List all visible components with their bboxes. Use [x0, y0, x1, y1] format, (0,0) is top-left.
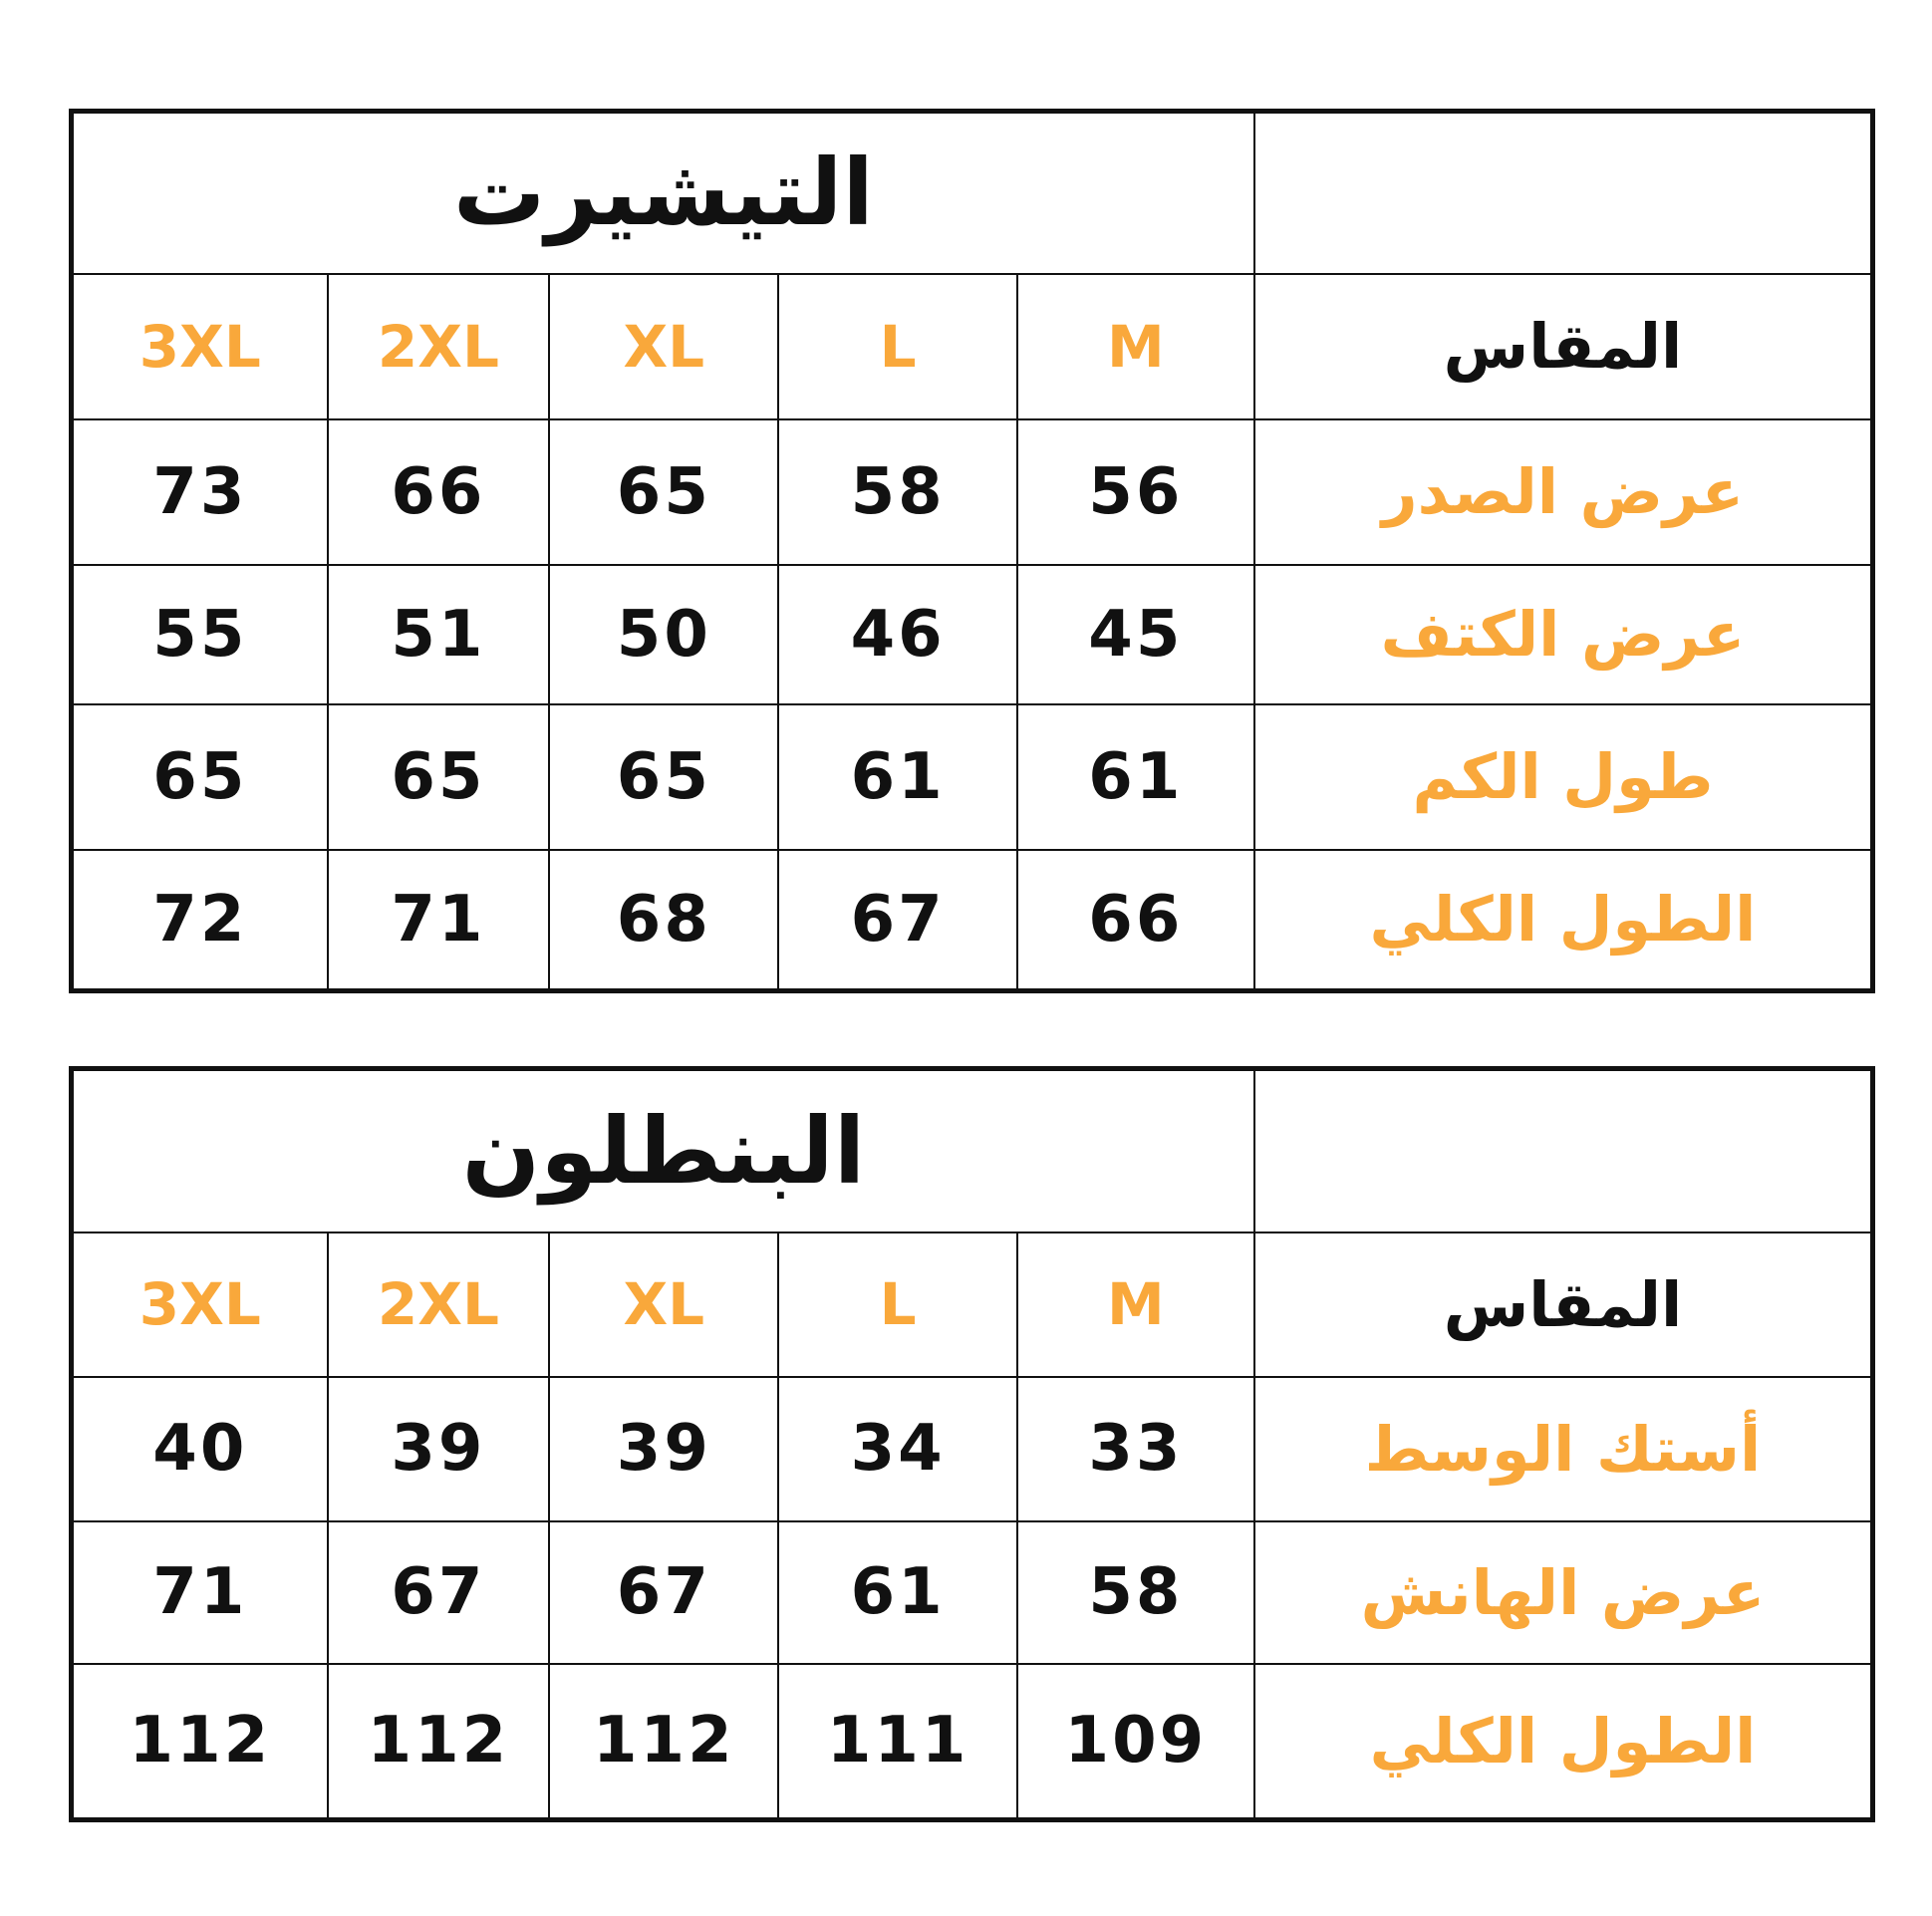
cell: 45	[1015, 563, 1255, 705]
size-header-label: المقاس	[1252, 272, 1874, 420]
table-row: 73 66 65 58 56 عرض الصدر	[70, 417, 1874, 566]
table-title: التيشيرت	[70, 110, 1255, 275]
tshirt-size-table: التيشيرت 3XL 2XL XL L M المقاس 73 66 65 …	[69, 109, 1875, 993]
cell: 40	[70, 1375, 329, 1522]
cell: 71	[70, 1519, 329, 1665]
size-2xl: 2XL	[326, 272, 551, 420]
size-m: M	[1015, 1231, 1255, 1378]
cell: 109	[1015, 1662, 1255, 1821]
cell: 65	[548, 702, 780, 851]
cell: 72	[70, 848, 329, 992]
cell: 112	[70, 1662, 329, 1821]
cell: 71	[326, 848, 551, 992]
size-l: L	[777, 1231, 1018, 1378]
row-label: أستك الوسط	[1252, 1375, 1874, 1522]
size-header-row: 3XL 2XL XL L M المقاس	[70, 1231, 1874, 1378]
cell: 65	[70, 702, 329, 851]
cell: 33	[1015, 1375, 1255, 1522]
cell: 34	[777, 1375, 1018, 1522]
row-label: الطول الكلي	[1252, 1662, 1874, 1821]
cell: 55	[70, 563, 329, 705]
row-label: عرض الصدر	[1252, 417, 1874, 566]
cell: 61	[777, 1519, 1018, 1665]
table-row: 40 39 39 34 33 أستك الوسط	[70, 1375, 1874, 1522]
cell: 46	[777, 563, 1018, 705]
size-2xl: 2XL	[326, 1231, 551, 1378]
table-row: 71 67 67 61 58 عرض الهانش	[70, 1519, 1874, 1665]
table-title: البنطلون	[70, 1067, 1255, 1233]
cell: 68	[548, 848, 780, 992]
row-label: الطول الكلي	[1252, 848, 1874, 992]
cell: 65	[548, 417, 780, 566]
table-row: 72 71 68 67 66 الطول الكلي	[70, 848, 1874, 992]
row-label: عرض الكتف	[1252, 563, 1874, 705]
cell: 67	[777, 848, 1018, 992]
cell: 61	[1015, 702, 1255, 851]
size-m: M	[1015, 272, 1255, 420]
cell: 67	[548, 1519, 780, 1665]
cell: 58	[1015, 1519, 1255, 1665]
cell: 50	[548, 563, 780, 705]
size-3xl: 3XL	[70, 272, 329, 420]
cell: 66	[326, 417, 551, 566]
cell: 58	[777, 417, 1018, 566]
cell: 73	[70, 417, 329, 566]
cell: 56	[1015, 417, 1255, 566]
row-label: طول الكم	[1252, 702, 1874, 851]
cell: 39	[326, 1375, 551, 1522]
cell: 66	[1015, 848, 1255, 992]
size-header-row: 3XL 2XL XL L M المقاس	[70, 272, 1874, 420]
row-label: عرض الهانش	[1252, 1519, 1874, 1665]
cell: 112	[326, 1662, 551, 1821]
size-header-label: المقاس	[1252, 1231, 1874, 1378]
table-row: 112 112 112 111 109 الطول الكلي	[70, 1662, 1874, 1821]
empty-corner-cell	[1252, 1067, 1874, 1233]
size-3xl: 3XL	[70, 1231, 329, 1378]
table-row: 65 65 65 61 61 طول الكم	[70, 702, 1874, 851]
size-xl: XL	[548, 1231, 780, 1378]
cell: 51	[326, 563, 551, 705]
empty-corner-cell	[1252, 110, 1874, 275]
cell: 65	[326, 702, 551, 851]
cell: 67	[326, 1519, 551, 1665]
table-row: 55 51 50 46 45 عرض الكتف	[70, 563, 1874, 705]
cell: 111	[777, 1662, 1018, 1821]
size-l: L	[777, 272, 1018, 420]
cell: 61	[777, 702, 1018, 851]
size-xl: XL	[548, 272, 780, 420]
cell: 39	[548, 1375, 780, 1522]
pants-size-table: البنطلون 3XL 2XL XL L M المقاس 40 39 39 …	[69, 1066, 1875, 1822]
cell: 112	[548, 1662, 780, 1821]
